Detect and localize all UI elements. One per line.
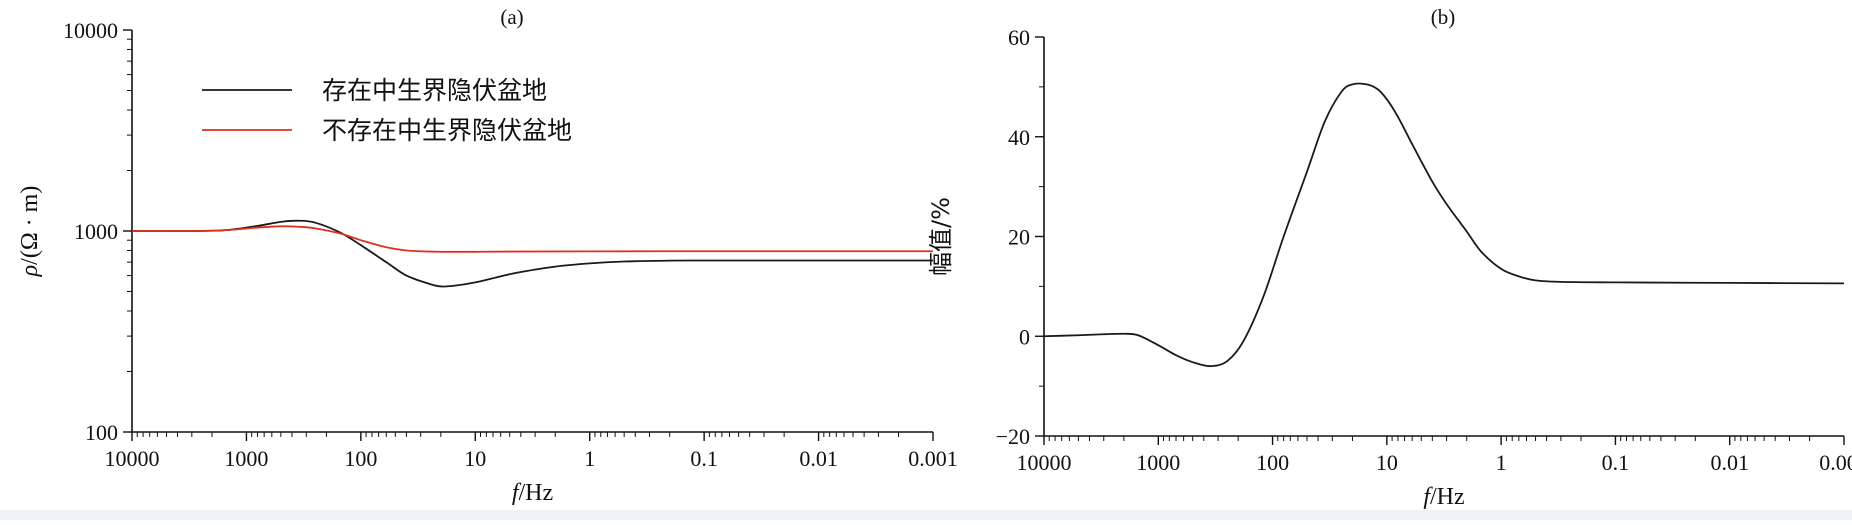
y-tick-label: −20	[996, 424, 1030, 449]
series-line-1	[131, 219, 933, 288]
x-tick-label: 10000	[105, 446, 160, 471]
axis-frame	[1043, 37, 1844, 437]
y-tick-label: 100	[85, 420, 118, 445]
x-tick-label: 0.001	[1819, 450, 1852, 475]
x-tick-label: 0.001	[908, 446, 958, 471]
panel-label: (a)	[500, 5, 523, 29]
x-tick-label: 10	[1376, 450, 1398, 475]
x-tick-label: 100	[344, 446, 377, 471]
series-line-2	[131, 225, 933, 253]
y-tick-label: 1000	[74, 219, 118, 244]
legend-entry-label: 存在中生界隐伏盆地	[322, 76, 547, 105]
bottom-strip	[0, 510, 1852, 520]
x-tick-label: 0.1	[1602, 450, 1630, 475]
y-axis-label: ρ/(Ω · m)	[17, 186, 43, 278]
x-tick-label: 0.1	[690, 446, 718, 471]
y-tick-label: 60	[1008, 25, 1030, 50]
x-tick-label: 0.01	[1710, 450, 1749, 475]
x-tick-label: 10	[464, 446, 486, 471]
panel-label: (b)	[1431, 5, 1456, 29]
x-tick-label: 1000	[1136, 450, 1180, 475]
legend-entry-label: 不存在中生界隐伏盆地	[322, 116, 572, 145]
x-tick-label: 1	[584, 446, 595, 471]
x-axis-label: f/Hz	[512, 480, 553, 506]
x-tick-label: 10000	[1017, 450, 1072, 475]
y-tick-label: 20	[1008, 225, 1030, 250]
y-tick-label: 0	[1019, 324, 1030, 349]
series-line-1	[1043, 82, 1845, 368]
panel-a-chart: (a) 10000 1000 100 10 1 0.1 0.01 0.001 100 1000 100…	[17, 5, 958, 506]
x-tick-label: 0.01	[799, 446, 838, 471]
y-tick-label: 10000	[63, 18, 118, 43]
x-axis-label: f/Hz	[1423, 484, 1464, 510]
x-tick-label: 1	[1496, 450, 1507, 475]
panel-b-chart: (b) 10000 1000 100 10 1 0.1 0.01 0.001 −20 0 20 40 60…	[927, 5, 1852, 510]
y-axis-label: 幅值/%	[927, 197, 955, 276]
x-tick-label: 100	[1256, 450, 1289, 475]
x-tick-label: 1000	[224, 446, 268, 471]
y-tick-label: 40	[1008, 125, 1030, 150]
